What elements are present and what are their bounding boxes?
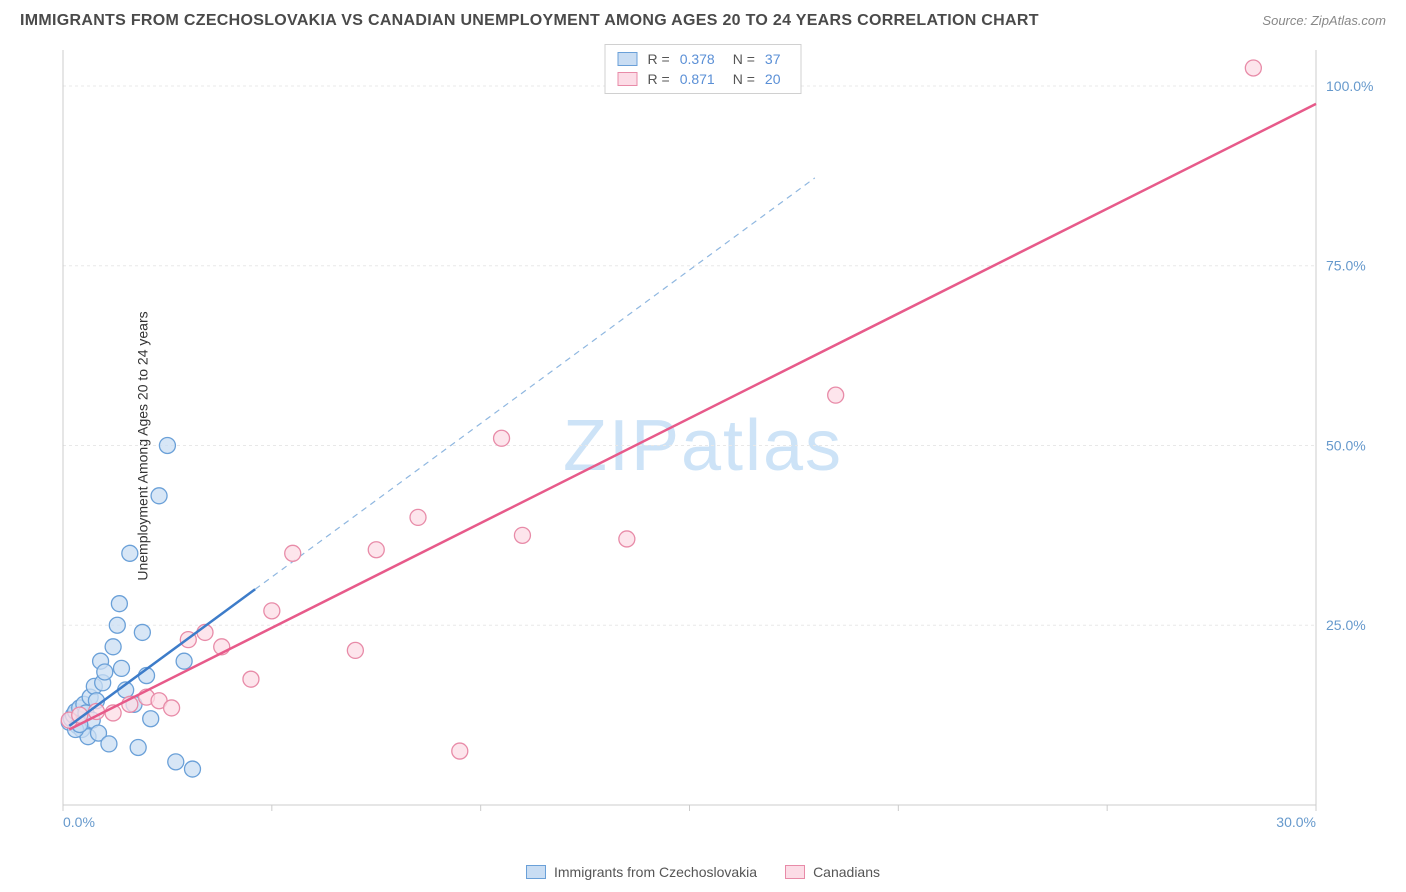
stats-row-series-0: R = 0.378 N = 37 bbox=[618, 49, 789, 69]
svg-text:25.0%: 25.0% bbox=[1326, 617, 1366, 633]
legend-label-1: Canadians bbox=[813, 864, 880, 880]
r-value-1: 0.871 bbox=[680, 71, 715, 87]
series-legend: Immigrants from Czechoslovakia Canadians bbox=[526, 864, 880, 880]
n-value-0: 37 bbox=[765, 51, 781, 67]
r-label: R = bbox=[648, 71, 670, 87]
source-attribution: Source: ZipAtlas.com bbox=[1262, 13, 1386, 28]
legend-swatch-1 bbox=[785, 865, 805, 879]
scatter-chart: 25.0% 50.0% 75.0% 100.0% 0.0% 30.0% bbox=[53, 40, 1386, 835]
r-value-0: 0.378 bbox=[680, 51, 715, 67]
source-value: ZipAtlas.com bbox=[1311, 13, 1386, 28]
swatch-series-0 bbox=[618, 52, 638, 66]
source-label: Source: bbox=[1262, 13, 1307, 28]
n-label: N = bbox=[733, 71, 755, 87]
legend-swatch-0 bbox=[526, 865, 546, 879]
chart-plot-area: 25.0% 50.0% 75.0% 100.0% 0.0% 30.0% bbox=[53, 40, 1386, 835]
chart-title: IMMIGRANTS FROM CZECHOSLOVAKIA VS CANADI… bbox=[20, 12, 1039, 30]
n-value-1: 20 bbox=[765, 71, 781, 87]
svg-text:75.0%: 75.0% bbox=[1326, 258, 1366, 274]
legend-item-0: Immigrants from Czechoslovakia bbox=[526, 864, 757, 880]
svg-text:100.0%: 100.0% bbox=[1326, 78, 1373, 94]
svg-text:50.0%: 50.0% bbox=[1326, 437, 1366, 453]
legend-label-0: Immigrants from Czechoslovakia bbox=[554, 864, 757, 880]
chart-header: IMMIGRANTS FROM CZECHOSLOVAKIA VS CANADI… bbox=[20, 12, 1386, 30]
n-label: N = bbox=[733, 51, 755, 67]
svg-text:30.0%: 30.0% bbox=[1276, 814, 1316, 830]
legend-item-1: Canadians bbox=[785, 864, 880, 880]
stats-row-series-1: R = 0.871 N = 20 bbox=[618, 69, 789, 89]
r-label: R = bbox=[648, 51, 670, 67]
correlation-stats-box: R = 0.378 N = 37 R = 0.871 N = 20 bbox=[605, 44, 802, 94]
svg-text:0.0%: 0.0% bbox=[63, 814, 95, 830]
swatch-series-1 bbox=[618, 72, 638, 86]
